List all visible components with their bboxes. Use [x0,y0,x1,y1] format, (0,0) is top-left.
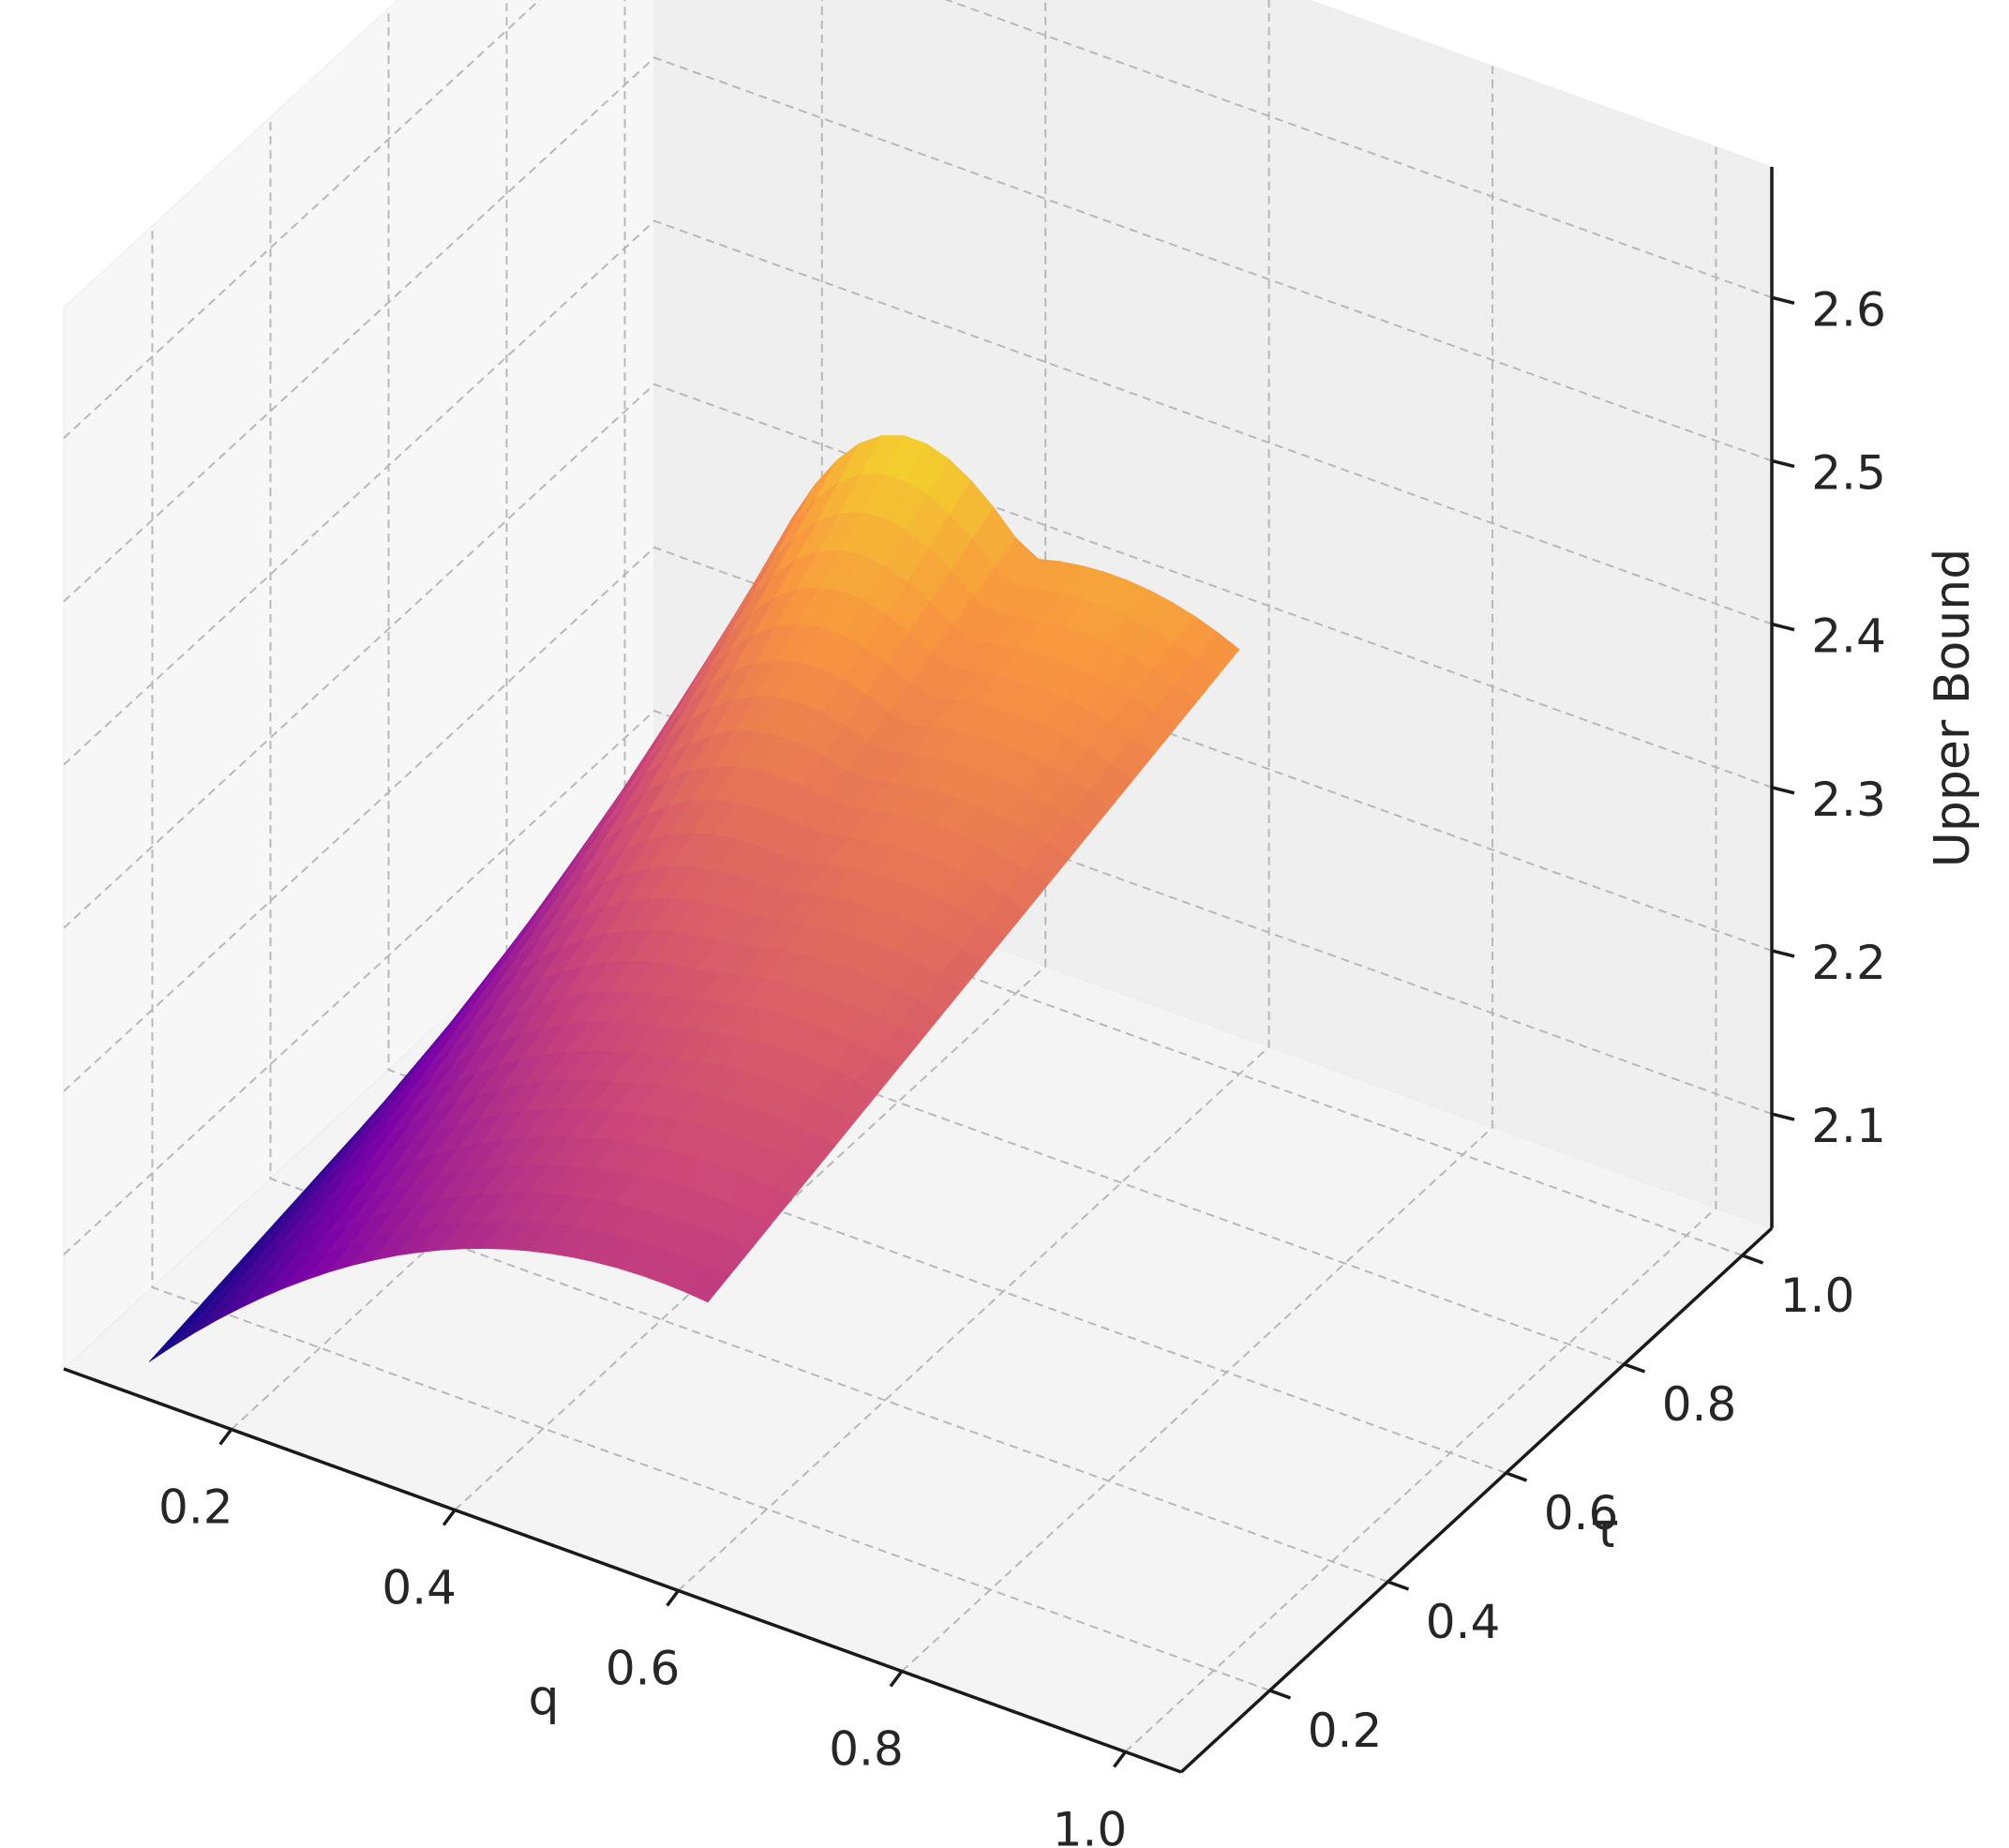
x-tick [218,1428,233,1446]
tick-marks [218,295,1795,1768]
z-tick [1771,622,1795,632]
x-gridline [677,0,1270,1592]
x-tick-label: 0.8 [829,1722,904,1777]
y-gridline [151,226,1270,1691]
z-gridline [63,219,1773,766]
y-tick-label: 0.6 [1544,1486,1619,1540]
y-tick [1387,1580,1410,1591]
x-axis-title: q [528,1670,559,1726]
z-tick-label: 2.5 [1811,445,1886,500]
z-gridline [63,709,1773,1255]
y-axis-line [1179,1226,1774,1774]
x-axis-line [63,1367,1182,1774]
x-gridline [901,66,1493,1673]
x-tick [1113,1750,1127,1768]
z-gridline [63,546,1773,1092]
y-tick [1268,1689,1292,1700]
z-tick-label: 2.2 [1811,936,1886,990]
surface-mesh [148,434,1240,1362]
y-tick [1741,1254,1764,1265]
x-tick [666,1589,680,1607]
z-gridline [63,0,1773,440]
grid-lines [63,0,1773,1753]
y-tick [1623,1362,1646,1374]
z-tick [1771,295,1795,306]
y-axis-title: τ [1590,1503,1619,1559]
z-tick [1771,1112,1795,1121]
tick-labels: 0.2 0.4 0.6 0.8 1.0 0.2 0.4 0.6 0.8 1.0 2.1 2.2 2.3 2… [158,282,1886,1848]
x-tick-label: 0.2 [158,1480,233,1535]
z-tick [1771,786,1795,795]
z-tick-label: 2.3 [1811,773,1886,827]
x-tick-label: 0.4 [382,1561,457,1615]
x-tick [889,1670,904,1688]
y-tick [1505,1471,1528,1482]
z-tick [1771,949,1795,958]
z-tick-label: 2.4 [1811,609,1886,664]
y-tick-label: 0.4 [1426,1595,1501,1649]
z-tick-label: 2.6 [1811,282,1886,337]
y-tick-label: 0.2 [1308,1704,1383,1758]
y-tick-label: 1.0 [1780,1269,1855,1323]
x-tick-label: 1.0 [1053,1803,1128,1848]
surface-facet [684,1265,730,1303]
x-tick [442,1509,457,1526]
y-gridline [269,117,1388,1583]
z-tick-label: 2.1 [1811,1099,1886,1153]
x-gridline [1124,146,1717,1753]
x-gridline [454,0,1047,1511]
y-tick-label: 0.8 [1662,1377,1737,1432]
y-gridline [387,8,1507,1474]
x-tick-label: 0.6 [606,1642,681,1696]
z-gridline [63,56,1773,603]
z-axis-title: Upper Bound [1925,548,1981,867]
z-tick [1771,458,1795,469]
axis-lines [63,167,1774,1774]
z-gridline [63,383,1773,929]
